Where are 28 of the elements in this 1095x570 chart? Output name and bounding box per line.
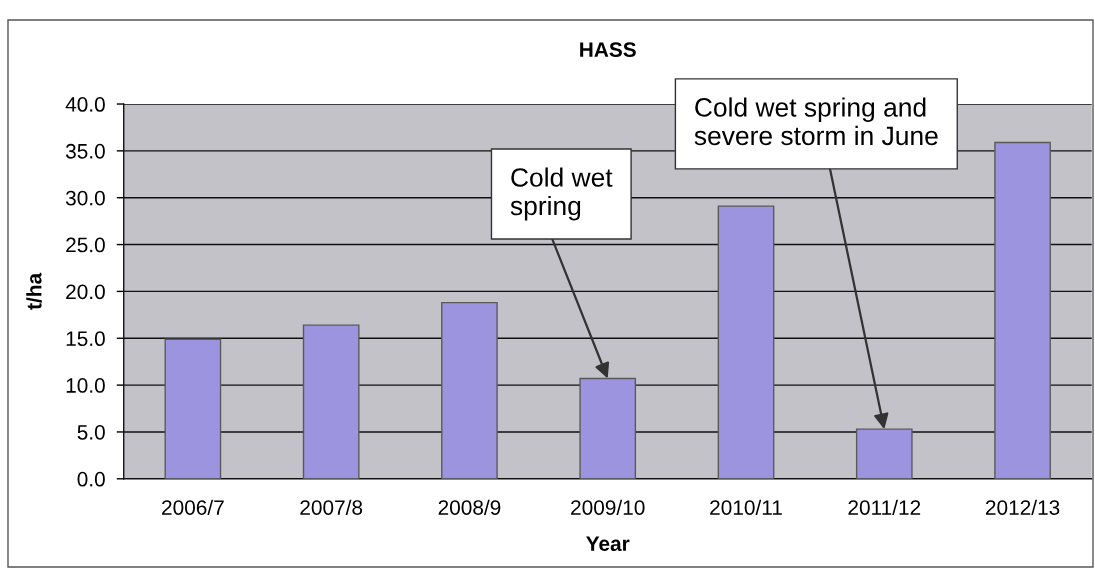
x-tick-label: 2011/12 — [848, 499, 921, 515]
x-tick-label: 2007/8 — [300, 499, 363, 515]
x-tick-label: 2006/7 — [162, 499, 224, 515]
y-axis-title: t/ha — [26, 272, 42, 310]
bar — [579, 377, 637, 479]
annotation: Cold wet spring — [510, 167, 613, 221]
x-tick-label: 2010/11 — [710, 499, 782, 515]
y-tick-label: 30.0 — [65, 190, 105, 206]
y-tick-label: 0.0 — [77, 471, 105, 487]
x-tick-label: 2012/13 — [985, 499, 1060, 515]
bar — [441, 301, 498, 479]
y-tick-label: 25.0 — [66, 237, 105, 253]
y-tick-label: 40.0 — [65, 97, 105, 112]
bar — [717, 205, 775, 479]
x-tick-label: 2009/10 — [571, 499, 645, 515]
bar — [994, 141, 1051, 479]
annotation: Cold wet spring and severe storm in June — [694, 97, 938, 146]
chart-title: HASS — [580, 42, 636, 58]
bar — [302, 324, 360, 479]
y-tick-label: 10.0 — [66, 378, 105, 393]
y-tick-label: 5.0 — [77, 424, 105, 440]
y-tick-label: 15.0 — [66, 331, 105, 347]
bar — [164, 338, 222, 479]
x-tick-label: 2008/9 — [438, 499, 501, 515]
bar — [855, 428, 913, 479]
x-axis-title: Year — [586, 536, 630, 552]
y-tick-label: 35.0 — [65, 143, 105, 159]
y-tick-label: 20.0 — [66, 284, 105, 300]
